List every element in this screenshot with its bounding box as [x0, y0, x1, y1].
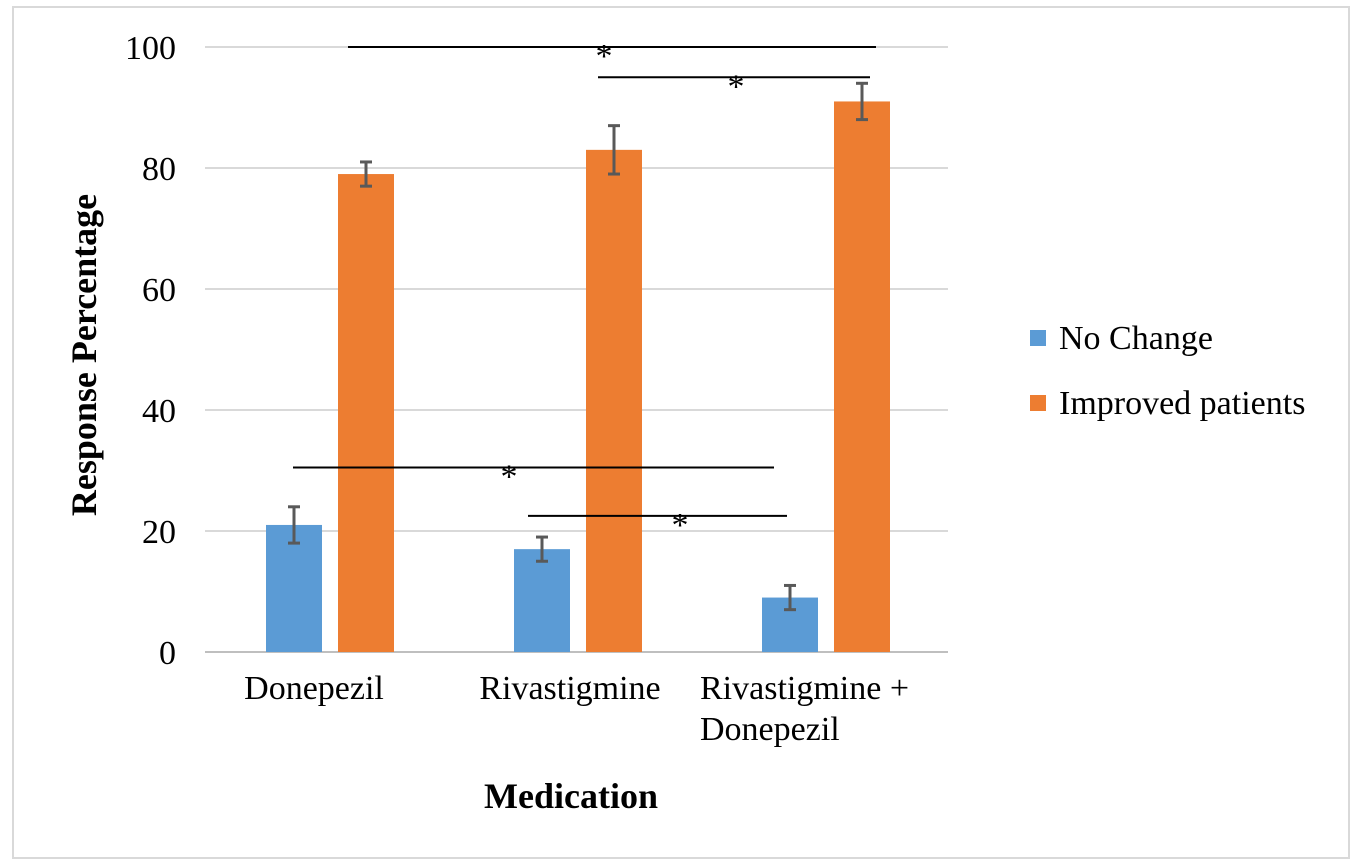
significance-marker: *: [598, 68, 870, 105]
significance-star: *: [596, 38, 613, 75]
significance-markers: * * * *: [293, 38, 876, 544]
y-axis-title: Response Percentage: [64, 194, 104, 516]
significance-star: *: [501, 458, 518, 495]
x-category-label-line: Rivastigmine +: [700, 670, 909, 707]
bar-improved-0: [338, 174, 394, 653]
error-bar: [856, 81, 868, 122]
significance-star: *: [672, 507, 689, 544]
x-category-label-line: Donepezil: [700, 711, 840, 748]
legend-label: No Change: [1059, 320, 1213, 357]
error-bars: [288, 81, 868, 612]
significance-marker: *: [348, 38, 876, 75]
error-bar: [536, 535, 548, 563]
y-tick-label: 0: [159, 635, 176, 672]
bar-no-change-1: [514, 549, 570, 652]
x-category-label: Rivastigmine + Donepezil: [700, 670, 909, 748]
y-axis-ticks: 0 20 40 60 80 100: [125, 30, 176, 672]
error-bar: [288, 505, 300, 545]
y-tick-label: 60: [142, 272, 176, 309]
chart-frame: [12, 6, 1350, 859]
significance-marker: *: [293, 458, 774, 495]
legend-item: Improved patients: [1030, 385, 1305, 422]
bar-no-change-0: [266, 524, 322, 652]
legend-label: Improved patients: [1059, 385, 1305, 422]
bars: [266, 101, 890, 653]
error-bar: [784, 583, 796, 612]
legend-swatch: [1030, 395, 1046, 411]
significance-star: *: [728, 68, 745, 105]
x-category-label: Donepezil: [244, 670, 384, 707]
legend: No Change Improved patients: [1030, 320, 1305, 422]
significance-marker: *: [528, 507, 787, 544]
x-category-label: Rivastigmine: [479, 670, 660, 707]
error-bar: [360, 160, 372, 188]
x-category-label-line: Donepezil: [244, 670, 384, 707]
legend-item: No Change: [1030, 320, 1213, 357]
y-tick-label: 80: [142, 151, 176, 188]
y-tick-label: 100: [125, 30, 176, 67]
y-tick-label: 40: [142, 393, 176, 430]
x-axis-title: Medication: [484, 776, 658, 816]
bar-improved-1: [586, 149, 642, 652]
x-axis-categories: Donepezil Rivastigmine Rivastigmine + Donep…: [244, 670, 909, 748]
x-category-label-line: Rivastigmine: [479, 670, 660, 707]
legend-swatch: [1030, 330, 1046, 346]
y-tick-label: 20: [142, 514, 176, 551]
error-bar: [608, 124, 620, 176]
bar-improved-2: [834, 101, 890, 652]
